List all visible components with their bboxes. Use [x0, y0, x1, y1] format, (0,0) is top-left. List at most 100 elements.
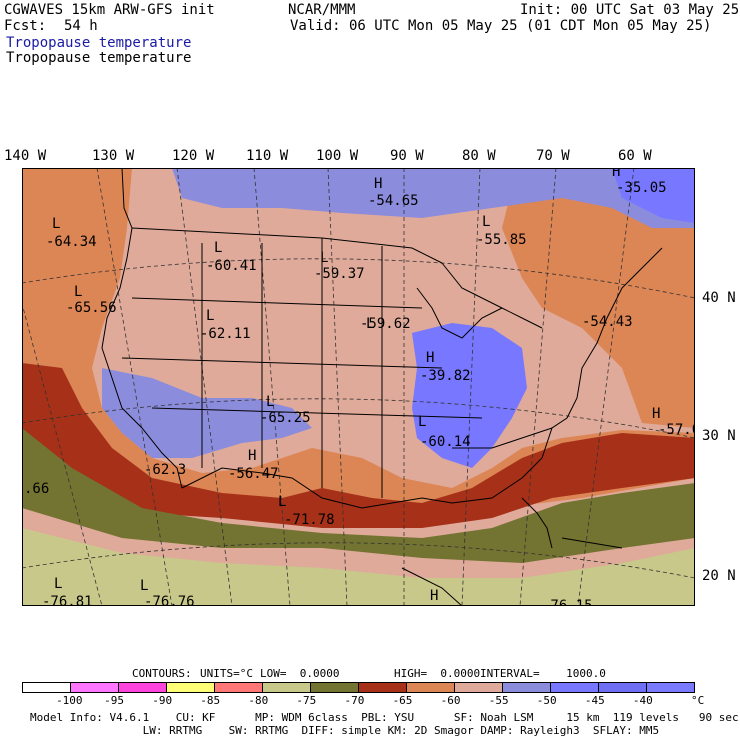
- color-scale-tick: -100: [56, 694, 83, 707]
- map-label-value: -76.76: [144, 594, 195, 606]
- color-swatch: [215, 683, 263, 692]
- map-label-value: -60.41: [206, 258, 257, 274]
- color-scale-tick: -50: [536, 694, 557, 707]
- map-label-value: -65.25: [260, 410, 311, 426]
- lon-label: 90 W: [390, 148, 424, 164]
- map-label-value: -59.62: [360, 316, 411, 332]
- field-band-60: [22, 168, 132, 368]
- low-label: LOW= 0.0000: [260, 667, 340, 680]
- valid-time: Valid: 06 UTC Mon 05 May 25 (01 CDT Mon …: [290, 18, 712, 34]
- map-label-letter: L: [52, 216, 60, 232]
- color-swatch: [407, 683, 455, 692]
- map-label-letter: H: [652, 406, 660, 422]
- color-swatch: [599, 683, 647, 692]
- color-swatch: [503, 683, 551, 692]
- color-scale-tick: -60: [440, 694, 461, 707]
- lon-label: 110 W: [246, 148, 289, 164]
- map-label-value: -57.0: [658, 422, 695, 438]
- map-label-letter: L: [266, 394, 274, 410]
- map-label-letter: L: [482, 214, 490, 230]
- map-label-value: -62.11: [200, 326, 251, 342]
- lon-label: 60 W: [618, 148, 652, 164]
- field-band-45: [612, 168, 695, 223]
- color-swatch: [23, 683, 71, 692]
- map-label-value: -76.81: [42, 594, 93, 606]
- map-label-value: -56.47: [228, 466, 279, 482]
- map-label-letter: H: [430, 588, 438, 604]
- map-label-value: -59.37: [314, 266, 365, 282]
- map-label-letter: L: [140, 578, 148, 594]
- color-swatch: [647, 683, 694, 692]
- init-time: Init: 00 UTC Sat 03 May 25: [520, 2, 740, 18]
- map-label-letter: L: [320, 250, 328, 266]
- color-scale-tick: -85: [200, 694, 221, 707]
- map-label-letter: H: [374, 176, 382, 192]
- tropopause-temperature-map: H -54.65 H -35.05 L -64.34 L -60.41 L -5…: [22, 168, 695, 606]
- lon-label: 120 W: [172, 148, 215, 164]
- color-scale-tick: -45: [584, 694, 605, 707]
- field-band-60: [502, 188, 695, 428]
- forecast-hour: 54 h: [64, 18, 98, 34]
- center-name: NCAR/MMM: [288, 2, 356, 18]
- lat-label: 40 N: [702, 290, 736, 306]
- model-info: Model Info: V4.6.1 CU: KF MP: WDM 6class…: [30, 711, 739, 724]
- map-label-letter: H: [426, 350, 434, 366]
- map-label-value: -64.34: [46, 234, 97, 250]
- color-swatch: [263, 683, 311, 692]
- map-label-value: -60.14: [420, 434, 471, 450]
- color-scale-tick: °C: [691, 694, 705, 707]
- contours-label: CONTOURS:: [132, 667, 192, 680]
- field-name-color: Tropopause temperature: [6, 35, 192, 51]
- lon-label: 80 W: [462, 148, 496, 164]
- color-scale-tick: -95: [104, 694, 125, 707]
- lon-label: 100 W: [316, 148, 359, 164]
- color-scale-tick: -70: [344, 694, 365, 707]
- color-swatch: [167, 683, 215, 692]
- color-swatch: [359, 683, 407, 692]
- color-swatch: [551, 683, 599, 692]
- color-swatch: [311, 683, 359, 692]
- color-swatch: [455, 683, 503, 692]
- high-label: HIGH= 0.0000: [394, 667, 481, 680]
- lat-label: 20 N: [702, 568, 736, 584]
- field-band-45: [412, 323, 527, 468]
- field-band-75: [22, 528, 695, 606]
- color-swatch: [71, 683, 119, 692]
- color-scale-tick: -90: [152, 694, 173, 707]
- lat-label: 30 N: [702, 428, 736, 444]
- map-label-value: -54.43: [582, 314, 633, 330]
- map-label-letter: L: [206, 308, 214, 324]
- field-band-70: [22, 428, 695, 563]
- map-label-value: -62.3: [144, 462, 186, 478]
- lon-label: 130 W: [92, 148, 135, 164]
- map-label-letter: L: [278, 494, 286, 510]
- color-scale-tick: -75: [296, 694, 317, 707]
- map-label-value: .66: [24, 481, 49, 497]
- lon-label: 70 W: [536, 148, 570, 164]
- field-band-65: [22, 363, 695, 528]
- map-label-value: -76.15: [542, 598, 593, 606]
- map-label-value: -54.65: [368, 193, 419, 209]
- physics-info: LW: RRTMG SW: RRTMG DIFF: simple KM: 2D …: [30, 724, 660, 737]
- field-band-50: [102, 368, 312, 458]
- map-label-value: -71.78: [284, 512, 335, 528]
- color-swatch: [119, 683, 167, 692]
- color-scale: [22, 682, 695, 693]
- map-label-letter: L: [74, 284, 82, 300]
- map-label-letter: L: [418, 414, 426, 430]
- color-scale-tick: -65: [392, 694, 413, 707]
- map-label-value: -39.82: [420, 368, 471, 384]
- map-label-letter: L: [366, 316, 374, 332]
- coastlines-borders: [101, 168, 663, 606]
- model-title: CGWAVES 15km ARW-GFS init: [4, 2, 215, 18]
- color-scale-tick: -80: [248, 694, 269, 707]
- map-label-value: -55.85: [476, 232, 527, 248]
- color-scale-tick: -55: [488, 694, 509, 707]
- forecast-label: Fcst:: [4, 18, 47, 34]
- graticule: [22, 168, 695, 606]
- color-scale-tick: -40: [632, 694, 653, 707]
- map-label-letter: L: [54, 576, 62, 592]
- field-name-contour: Tropopause temperature: [6, 50, 192, 66]
- field-band-50: [172, 168, 695, 228]
- map-label-letter: H: [248, 448, 256, 464]
